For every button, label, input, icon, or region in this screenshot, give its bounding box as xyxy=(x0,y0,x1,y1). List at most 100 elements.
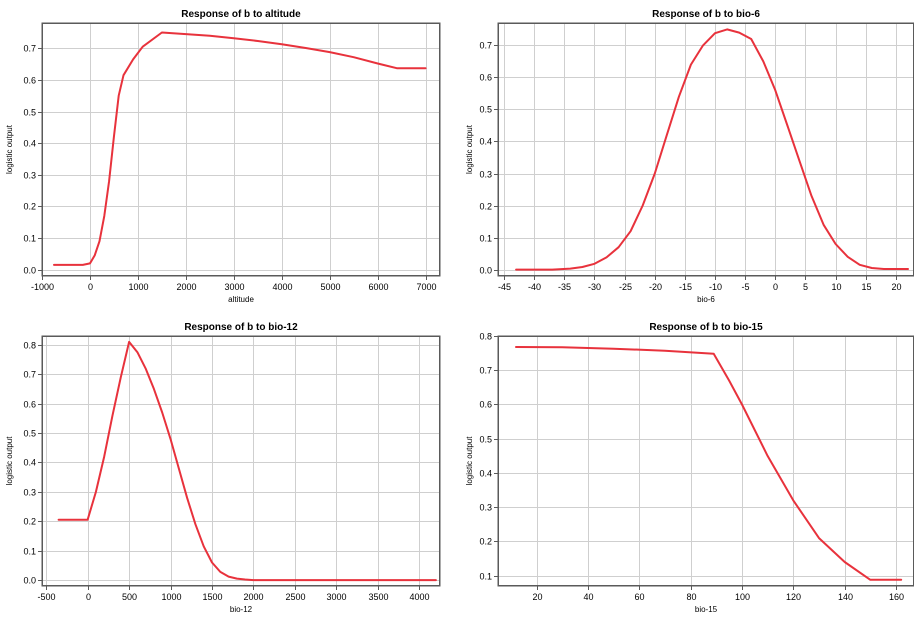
y-tick-label: 0.7 xyxy=(479,41,492,51)
plot-border xyxy=(42,336,440,586)
y-tick-label: 0.4 xyxy=(479,469,492,479)
plot-area xyxy=(41,335,441,587)
x-tick-label: 3500 xyxy=(368,592,388,602)
x-tick-label: 160 xyxy=(889,592,904,602)
y-tick-label: 0.8 xyxy=(23,341,36,351)
y-tick-label: 0.4 xyxy=(23,139,36,149)
y-tick-label: 0.1 xyxy=(23,234,36,244)
y-tick-label: 0.0 xyxy=(479,266,492,276)
x-tick-label: 500 xyxy=(122,592,137,602)
x-tick-label: -10 xyxy=(709,282,722,292)
x-tick-label: 2500 xyxy=(285,592,305,602)
x-tick-label: -20 xyxy=(649,282,662,292)
chart-title: Response of b to bio-12 xyxy=(184,322,298,333)
x-axis-label: altitude xyxy=(228,295,254,304)
y-tick-label: 0.4 xyxy=(479,137,492,147)
plot-area xyxy=(497,335,914,587)
response-curve xyxy=(515,346,903,581)
chart-svg: 20 40 60 80 100 120 140 160 0.1 0.2 0.3 0.4 0.5 0.6 0.… xyxy=(465,322,914,614)
chart-panel-bio-6: -45 -40 -35 -30 -25 -20 -15 -10 -5 0 5 10 15 20 0.0 0.1… xyxy=(460,0,914,312)
x-tick-label: 3000 xyxy=(326,592,346,602)
y-tick-label: 0.7 xyxy=(23,44,36,54)
x-tick-label: 3000 xyxy=(224,282,244,292)
chart-title: Response of b to bio-6 xyxy=(652,9,760,20)
plot-border xyxy=(42,23,440,276)
chart-svg: -45 -40 -35 -30 -25 -20 -15 -10 -5 0 5 10 15 20 0.0 0.1… xyxy=(465,9,914,304)
x-tick-label: 60 xyxy=(634,592,644,602)
y-axis-label: logistic output xyxy=(5,436,14,486)
x-tick-label: 4000 xyxy=(272,282,292,292)
x-tick-label: 1000 xyxy=(128,282,148,292)
x-tick-label: -15 xyxy=(679,282,692,292)
y-tick-label: 0.3 xyxy=(23,171,36,181)
x-axis-label: bio-6 xyxy=(697,295,715,304)
x-tick-label: -30 xyxy=(588,282,601,292)
x-tick-label: 6000 xyxy=(368,282,388,292)
y-tick-label: 0.4 xyxy=(23,458,36,468)
response-curve xyxy=(57,340,437,582)
x-tick-label: 40 xyxy=(583,592,593,602)
x-tick-label: -500 xyxy=(37,592,55,602)
x-tick-label: 120 xyxy=(786,592,801,602)
x-tick-label: 1500 xyxy=(202,592,222,602)
y-tick-label: 0.2 xyxy=(23,517,36,527)
y-tick-label: 0.0 xyxy=(23,266,36,276)
x-tick-label: 5 xyxy=(803,282,808,292)
x-tick-label: 0 xyxy=(88,282,93,292)
x-axis-label: bio-12 xyxy=(230,605,253,614)
x-tick-label: -45 xyxy=(498,282,511,292)
y-tick-label: 0.8 xyxy=(479,332,492,342)
y-tick-label: 0.1 xyxy=(23,547,36,557)
plot-area xyxy=(41,22,441,277)
y-tick-label: 0.5 xyxy=(479,435,492,445)
chart-panel-bio-12: -500 0 500 1000 1500 2000 2500 3000 3500 4000 0.0 0… xyxy=(0,314,455,619)
x-tick-label: 2000 xyxy=(176,282,196,292)
x-axis-label: bio-15 xyxy=(695,605,718,614)
chart-svg: -500 0 500 1000 1500 2000 2500 3000 3500 4000 0.0 0… xyxy=(5,322,441,614)
y-tick-label: 0.2 xyxy=(23,202,36,212)
x-tick-label: 20 xyxy=(891,282,901,292)
y-tick-label: 0.6 xyxy=(479,400,492,410)
y-tick-label: 0.7 xyxy=(479,366,492,376)
x-tick-label: 100 xyxy=(735,592,750,602)
y-tick-label: 0.3 xyxy=(479,503,492,513)
x-tick-label: 7000 xyxy=(416,282,436,292)
y-tick-label: 0.6 xyxy=(23,76,36,86)
x-tick-label: 4000 xyxy=(409,592,429,602)
y-axis-label: logistic output xyxy=(465,124,474,174)
x-tick-label: -5 xyxy=(741,282,749,292)
x-tick-label: 1000 xyxy=(161,592,181,602)
y-axis-label: logistic output xyxy=(465,436,474,486)
y-tick-label: 0.5 xyxy=(479,105,492,115)
y-tick-label: 0.6 xyxy=(23,400,36,410)
y-tick-label: 0.6 xyxy=(479,73,492,83)
x-tick-label: 20 xyxy=(532,592,542,602)
y-tick-label: 0.2 xyxy=(479,202,492,212)
y-tick-label: 0.3 xyxy=(23,488,36,498)
x-tick-label: -40 xyxy=(528,282,541,292)
response-curve xyxy=(515,28,909,271)
chart-svg: -1000 0 1000 2000 3000 4000 5000 6000 7000 0.0 0.1… xyxy=(5,9,441,304)
y-tick-label: 0.5 xyxy=(23,429,36,439)
x-tick-label: -25 xyxy=(619,282,632,292)
x-tick-label: 140 xyxy=(838,592,853,602)
y-tick-label: 0.3 xyxy=(479,170,492,180)
x-tick-label: 80 xyxy=(686,592,696,602)
x-tick-label: 0 xyxy=(773,282,778,292)
x-tick-label: 2000 xyxy=(243,592,263,602)
chart-title: Response of b to bio-15 xyxy=(649,322,763,333)
x-tick-label: 5000 xyxy=(320,282,340,292)
x-tick-label: 10 xyxy=(831,282,841,292)
x-tick-label: 15 xyxy=(861,282,871,292)
chart-panel-altitude: -1000 0 1000 2000 3000 4000 5000 6000 7000 0.0 0.1… xyxy=(0,0,455,312)
y-axis-label: logistic output xyxy=(5,124,14,174)
chart-title: Response of b to altitude xyxy=(181,9,301,20)
y-tick-label: 0.5 xyxy=(23,108,36,118)
x-tick-label: -1000 xyxy=(31,282,54,292)
y-tick-label: 0.1 xyxy=(479,572,492,582)
chart-panel-bio-15: 20 40 60 80 100 120 140 160 0.1 0.2 0.3 0.4 0.5 0.6 0.… xyxy=(460,314,914,619)
x-tick-label: -35 xyxy=(558,282,571,292)
response-curve xyxy=(53,31,427,266)
y-tick-label: 0.0 xyxy=(23,576,36,586)
y-tick-label: 0.2 xyxy=(479,537,492,547)
